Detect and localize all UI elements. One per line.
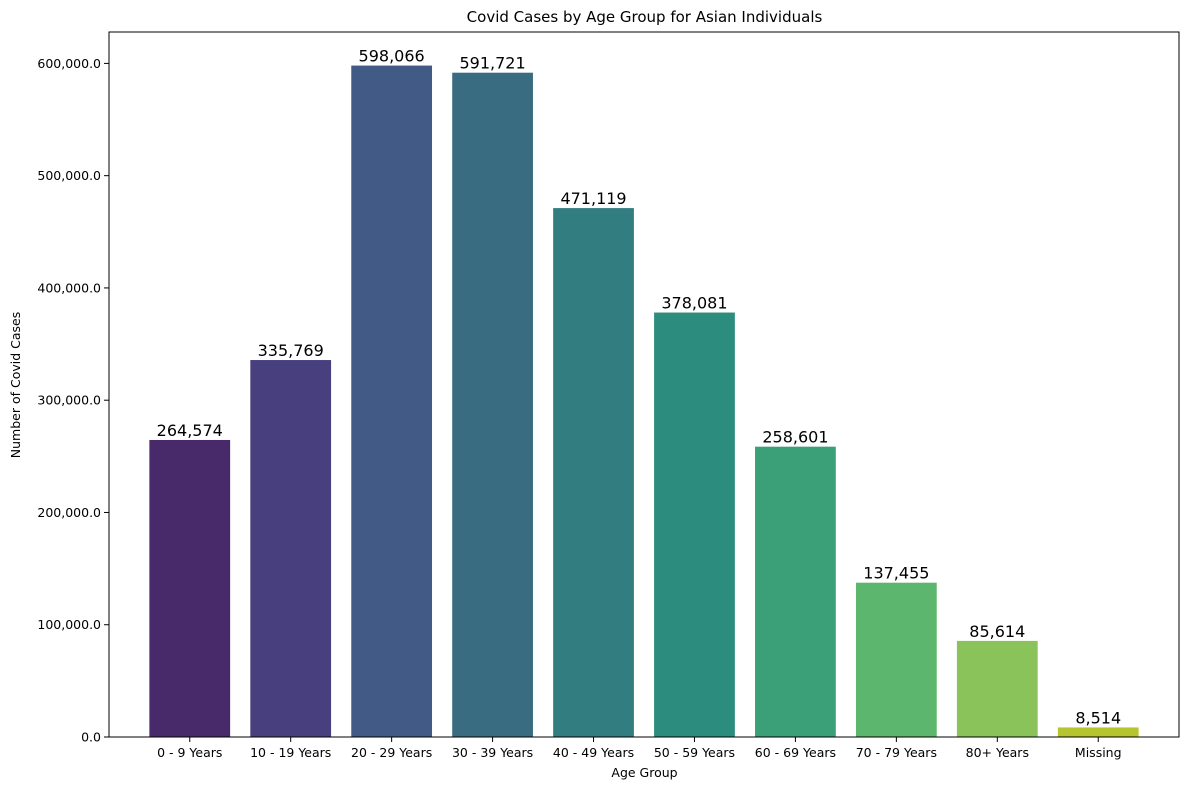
y-axis-ticks: 0.0 100,000.0 200,000.0 300,000.0 400,000.0 5…: [37, 56, 109, 745]
plot-frame: [108, 31, 1180, 738]
y-tick-label: 600,000.0: [37, 56, 101, 71]
y-tick-label: 300,000.0: [37, 393, 101, 408]
y-tick-label: 500,000.0: [37, 168, 101, 183]
x-tick-label: 20 - 29 Years: [351, 745, 432, 760]
bar: [654, 312, 735, 737]
bar: [1057, 727, 1139, 737]
bar-value-label: 471,119: [560, 189, 626, 208]
y-tick-label: 100,000.0: [37, 617, 101, 632]
bars-group: [149, 65, 1139, 737]
x-tick-label: 50 - 59 Years: [654, 745, 735, 760]
x-axis-title: Age Group: [611, 765, 677, 780]
x-tick-label: 0 - 9 Years: [157, 745, 222, 760]
x-tick-label: 70 - 79 Years: [856, 745, 937, 760]
y-tick-label: 0.0: [81, 730, 101, 745]
bar-value-label: 258,601: [762, 428, 828, 447]
bar-value-label: 85,614: [969, 622, 1025, 641]
bar: [149, 439, 231, 737]
x-axis-ticks: 0 - 9 Years 10 - 19 Years 20 - 29 Years 30 …: [157, 737, 1122, 760]
bar-value-label: 591,721: [459, 54, 525, 73]
bar: [755, 446, 836, 737]
y-tick-label: 200,000.0: [37, 505, 101, 520]
bar-value-label: 378,081: [661, 294, 727, 313]
x-tick-label: Missing: [1075, 745, 1122, 760]
bar: [452, 72, 533, 737]
bar-labels-group: 264,574 335,769 598,066 591,721 471,119 378,0…: [157, 47, 1121, 728]
bar: [250, 360, 332, 737]
bar: [351, 65, 433, 737]
y-axis-title: Number of Covid Cases: [8, 312, 23, 458]
bar: [553, 208, 634, 737]
x-tick-label: 80+ Years: [966, 745, 1029, 760]
bar-value-label: 264,574: [157, 421, 223, 440]
bar: [956, 640, 1038, 737]
x-tick-label: 40 - 49 Years: [553, 745, 634, 760]
x-tick-label: 10 - 19 Years: [250, 745, 331, 760]
bar-value-label: 137,455: [863, 564, 929, 583]
x-tick-label: 60 - 69 Years: [755, 745, 836, 760]
bar-value-label: 335,769: [258, 341, 324, 360]
x-tick-label: 30 - 39 Years: [452, 745, 533, 760]
bar-value-label: 8,514: [1075, 708, 1121, 727]
chart-title: Covid Cases by Age Group for Asian Indiv…: [467, 8, 823, 26]
y-tick-label: 400,000.0: [37, 280, 101, 295]
bar-value-label: 598,066: [359, 47, 425, 66]
bar: [855, 582, 937, 737]
